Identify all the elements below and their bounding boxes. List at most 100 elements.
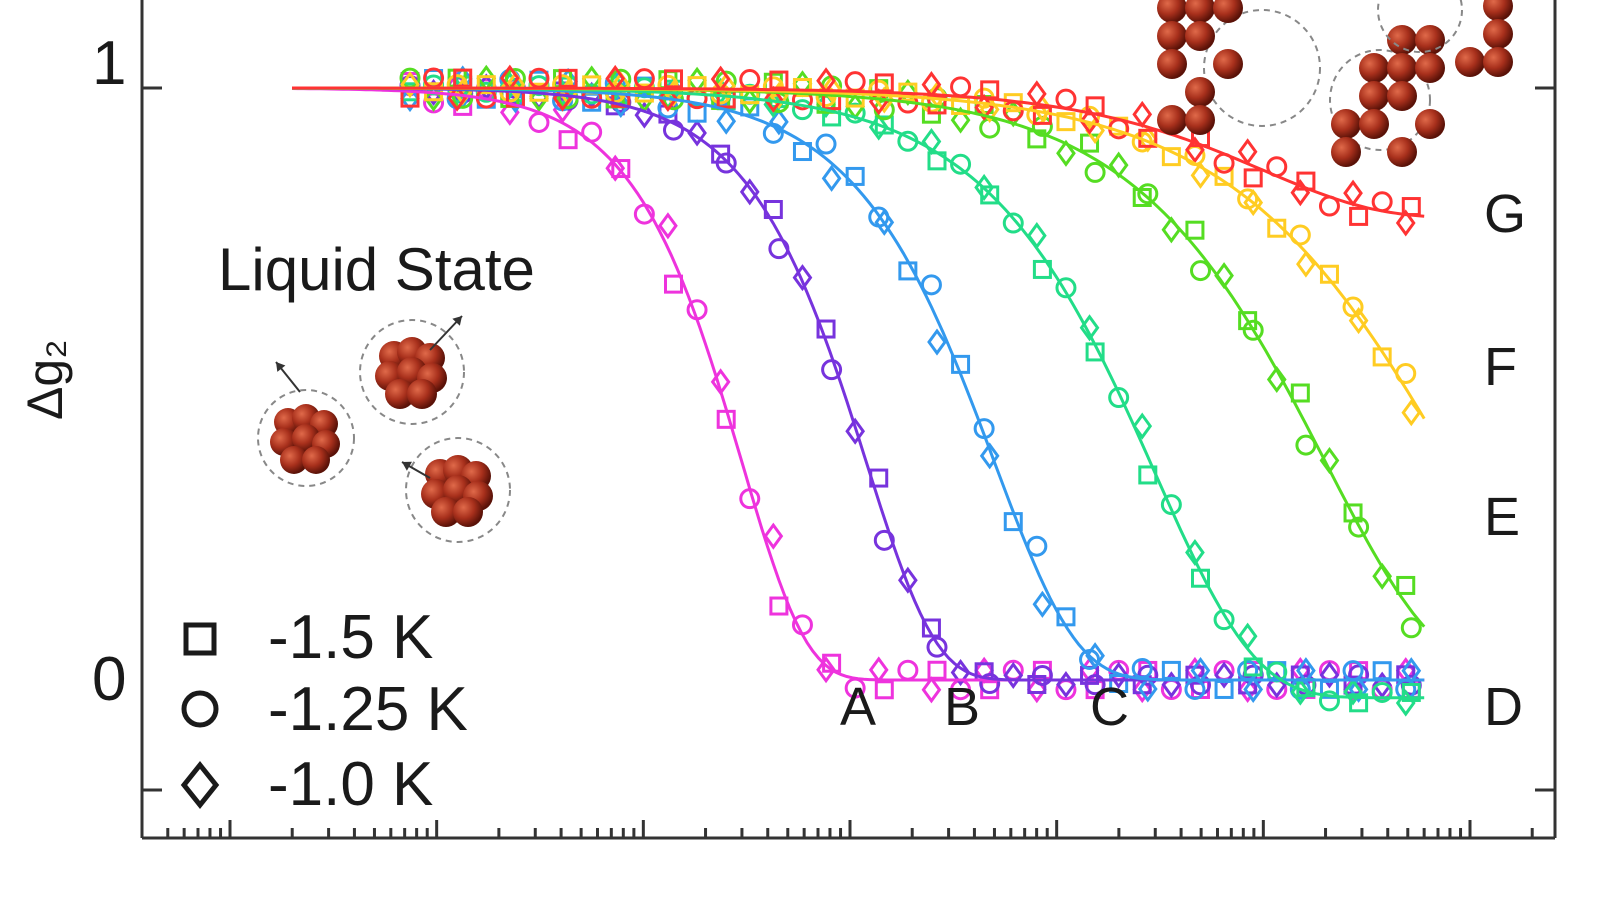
data-point-f-diamond [400,71,420,99]
data-point-c-diamond [979,442,1000,470]
data-point-g-diamond [763,85,784,113]
data-point-a-diamond [763,522,784,550]
data-point-d-circle [1371,681,1393,703]
particle [1455,47,1485,77]
particle [1483,19,1513,49]
particle [407,379,437,409]
data-point-g-diamond [658,84,678,113]
data-point-g-square [1349,206,1369,226]
particle [302,446,330,474]
particle [1185,105,1215,135]
data-point-a-diamond [921,676,942,704]
data-point-f-diamond [610,71,631,99]
data-point-e-square [1185,220,1205,240]
data-point-b-diamond [950,659,971,687]
fit-line-d [292,86,1425,700]
liquid-state-annotation: Liquid State [218,236,535,303]
particle [1157,21,1187,51]
data-point-d-diamond [1026,222,1047,250]
particle [1387,25,1417,55]
particle [1185,0,1215,23]
data-point-e-square [1396,575,1416,595]
curve-label-e: E [1484,487,1520,547]
data-point-e-diamond [1372,562,1393,590]
particle [1387,53,1417,83]
data-point-a-square [874,680,894,700]
data-point-c-diamond [874,208,895,236]
y-axis-label: Δg₂ [17,339,73,420]
data-point-f-square [740,85,760,105]
particle [431,497,461,527]
data-point-g-diamond [1395,209,1416,237]
data-point-g-circle [1055,88,1077,110]
legend-label-circle: -1.25 K [268,675,468,744]
particle [1415,109,1445,139]
data-point-b-circle [1084,674,1106,696]
data-point-g-square [558,68,578,88]
data-point-c-diamond [400,85,420,113]
data-point-b-circle [1348,664,1370,686]
data-point-e-circle [1242,319,1264,341]
particle [1157,105,1187,135]
data-point-b-circle [1031,664,1053,686]
data-point-g-square [453,68,473,88]
data-point-d-circle [1160,494,1182,516]
curve-label-c: C [1090,677,1129,737]
data-point-a-diamond [816,656,836,684]
particle [385,379,415,409]
data-point-c-diamond [1243,675,1264,703]
data-point-g-square [664,69,683,89]
data-point-g-square [1243,168,1263,188]
data-point-c-diamond [1348,675,1369,703]
cluster-boundary [1377,0,1463,53]
data-point-e-square [1290,383,1310,403]
data-point-c-diamond [1085,642,1105,670]
data-point-a-diamond [605,154,626,182]
data-point-d-circle [1108,387,1130,409]
cluster-boundary [1203,9,1321,127]
cluster-gel-b [1329,25,1445,167]
cluster-center [359,319,465,425]
particle [1359,53,1389,83]
data-point-e-circle [1137,183,1159,205]
data-point-c-diamond [716,107,737,135]
data-point-g-diamond [1132,100,1153,128]
cluster-boundary [1329,49,1431,151]
data-point-d-diamond [1343,678,1363,706]
data-point-d-circle [950,153,972,175]
data-point-d-square [1349,693,1369,713]
cluster-boundary [405,437,511,543]
curve-labels: A B C D E F G [840,184,1526,737]
legend-square-marker [183,622,217,656]
data-point-b-diamond [1214,661,1234,689]
data-point-d-square [980,185,1000,205]
particle [1157,49,1187,79]
data-point-b-circle [873,529,895,551]
data-point-d-circle [1213,609,1235,631]
fit-line-g [292,86,1425,218]
data-point-a-square [558,130,578,150]
particle [1213,0,1243,23]
cluster-boundary [257,389,355,487]
data-point-e-circle [1295,434,1317,456]
particle [1331,109,1361,139]
data-point-e-circle [1400,617,1422,639]
motion-arrowhead [402,461,412,471]
data-point-d-circle [1055,277,1077,299]
cluster-left [257,389,355,487]
particle [1331,137,1361,167]
data-markers [399,64,1422,717]
data-point-b-circle [663,119,684,141]
particle [1359,109,1389,139]
data-point-f-diamond [1348,307,1369,335]
data-point-f-square [1319,264,1339,284]
data-point-b-diamond [792,264,813,292]
data-point-f-diamond [821,75,842,103]
data-point-f-square [792,78,812,98]
data-point-b-diamond [687,119,707,147]
y-tick-label-0: 0 [92,645,126,714]
data-point-f-diamond [505,71,526,99]
particle [280,446,308,474]
data-point-b-diamond [634,101,655,129]
plot-frame [140,0,1557,840]
